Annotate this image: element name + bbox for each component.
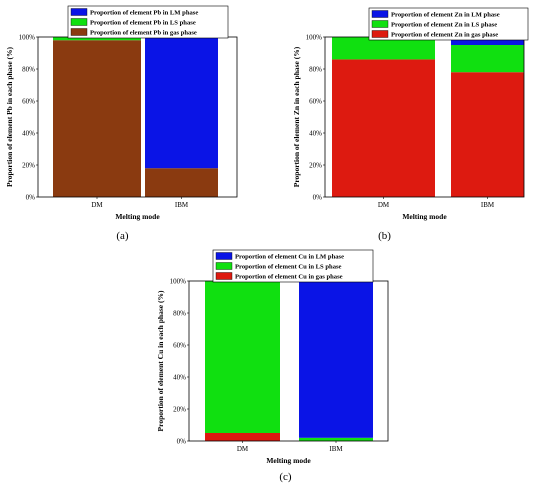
y-tick-label: 20% (309, 161, 322, 169)
bar-ibm-series-1 (299, 437, 373, 441)
y-tick-label: 60% (173, 341, 186, 349)
x-axis-label: Melting mode (115, 212, 160, 221)
bar-dm-series-1 (332, 37, 435, 60)
y-tick-label: 40% (309, 129, 322, 137)
bar-ibm-series-1 (451, 45, 524, 73)
legend-label: Proportion of element Zn in LM phase (391, 12, 500, 19)
y-tick-label: 100% (170, 277, 187, 285)
x-tick-label: DM (91, 201, 103, 209)
legend-swatch (70, 8, 88, 16)
y-tick-label: 40% (22, 129, 35, 137)
bar-dm-series-2 (332, 59, 435, 198)
y-tick-label: 100% (19, 33, 36, 41)
legend-label: Proportion of element Pb in gas phase (90, 30, 197, 37)
y-tick-label: 60% (22, 97, 35, 105)
legend-label: Proportion of element Zn in gas phase (391, 32, 498, 39)
y-tick-label: 0% (26, 193, 36, 201)
legend-label: Proportion of element Pb in LM phase (90, 10, 198, 17)
bar-dm-series-1 (53, 37, 141, 41)
legend-swatch (215, 252, 233, 260)
bar-ibm-series-2 (451, 72, 524, 197)
legend-swatch (70, 18, 88, 26)
x-tick-label: IBM (329, 445, 343, 453)
panel-label: (a) (116, 230, 129, 242)
legend-label: Proportion of element Cu in LM phase (235, 254, 344, 261)
legend: Proportion of element Zn in LM phase Prop… (368, 7, 529, 41)
y-tick-label: 60% (309, 97, 322, 105)
x-tick-label: DM (237, 445, 249, 453)
x-axis-label: Melting mode (266, 456, 311, 465)
y-tick-label: 20% (173, 405, 186, 413)
legend-label: Proportion of element Cu in LS phase (235, 264, 342, 271)
y-tick-label: 40% (173, 373, 186, 381)
y-tick-label: 80% (22, 65, 35, 73)
y-axis-label: Proportion of element Pb in each phase (… (5, 46, 14, 187)
bar-ibm-series-0 (299, 281, 373, 438)
legend-swatch (371, 30, 389, 38)
legend-swatch (70, 28, 88, 36)
legend-label: Proportion of element Cu in gas phase (235, 274, 343, 281)
x-axis-label: Melting mode (402, 212, 447, 221)
legend-swatch (215, 272, 233, 280)
y-tick-label: 0% (177, 437, 187, 445)
y-tick-label: 100% (306, 33, 323, 41)
y-tick-label: 0% (313, 193, 323, 201)
bar-dm-series-1 (205, 281, 280, 433)
panel-label: (c) (279, 471, 292, 483)
bar-ibm-series-0 (145, 37, 218, 169)
legend-swatch (215, 262, 233, 270)
legend-box (67, 5, 229, 39)
bar-dm-series-2 (205, 433, 280, 441)
y-axis-label: Proportion of element Zn in each phase (… (292, 46, 301, 187)
legend: Proportion of element Pb in LM phase Prop… (67, 5, 229, 39)
x-tick-label: IBM (175, 201, 189, 209)
legend-box (212, 249, 374, 283)
panel-label: (b) (378, 230, 391, 242)
bar-ibm-series-0 (451, 37, 524, 45)
bar-ibm-series-2 (145, 168, 218, 197)
chart-panel-c: DM IBM 0% 20% 40% 60% 80% 100% Melting mode Propo… (156, 249, 389, 483)
legend-box (368, 7, 529, 41)
x-tick-label: DM (378, 201, 390, 209)
y-axis-label: Proportion of element Cu in each phase (… (156, 290, 165, 431)
chart-panel-a: DM IBM 0% 20% 40% 60% 80% 100% Melting mode Propo… (5, 5, 238, 242)
bar-dm-series-2 (53, 40, 141, 198)
legend: Proportion of element Cu in LM phase Prop… (212, 249, 374, 283)
legend-swatch (371, 10, 389, 18)
y-tick-label: 80% (173, 309, 186, 317)
legend-label: Proportion of element Pb in LS phase (90, 20, 196, 27)
legend-swatch (371, 20, 389, 28)
chart-panel-b: DM IBM 0% 20% 40% 60% 80% 100% Melting mode Propo… (292, 7, 529, 242)
y-tick-label: 20% (22, 161, 35, 169)
legend-label: Proportion of element Zn in LS phase (391, 22, 497, 29)
x-tick-label: IBM (481, 201, 495, 209)
y-tick-label: 80% (309, 65, 322, 73)
